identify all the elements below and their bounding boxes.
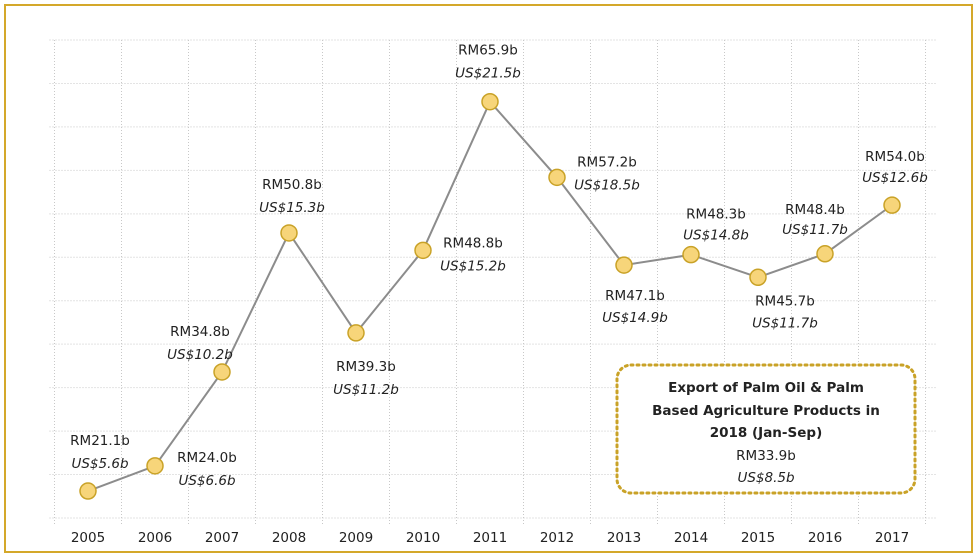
data-label-usd: US$6.6b — [178, 473, 235, 489]
marker — [213, 363, 231, 381]
data-label: RM48.8b — [443, 235, 503, 251]
data-label-usd: US$21.5b — [455, 66, 521, 82]
data-label: RM50.8b — [262, 177, 322, 193]
data-label: RM54.0b — [865, 149, 925, 165]
x-tick-label: 2006 — [138, 530, 172, 546]
annotation-usd: US$8.5b — [737, 470, 794, 486]
data-label-usd: US$11.7b — [752, 315, 818, 331]
data-label-usd: US$14.8b — [683, 228, 749, 244]
marker — [146, 457, 164, 475]
annotation-title: Based Agriculture Products in — [652, 403, 880, 419]
data-label-usd: US$15.3b — [259, 200, 325, 216]
data-label-usd: US$11.7b — [782, 222, 848, 238]
annotation-box — [615, 363, 917, 495]
marker — [615, 256, 633, 274]
marker — [749, 268, 767, 287]
marker — [883, 196, 901, 214]
x-tick-label: 2009 — [339, 530, 373, 546]
annotation-title: Export of Palm Oil & Palm — [668, 380, 864, 396]
marker — [280, 224, 298, 242]
data-label-usd: US$14.9b — [602, 310, 668, 326]
marker — [79, 482, 97, 500]
data-label-usd: US$12.6b — [862, 170, 928, 186]
data-label-usd: US$18.5b — [574, 177, 640, 193]
x-tick-label: 2008 — [272, 530, 306, 546]
data-label: RM45.7b — [755, 293, 815, 309]
data-label: RM48.3b — [686, 207, 746, 223]
data-label: RM39.3b — [336, 359, 396, 375]
marker — [481, 92, 499, 111]
data-label: RM47.1b — [605, 288, 665, 304]
marker — [414, 241, 432, 260]
frame — [4, 4, 973, 553]
x-tick-label: 2017 — [875, 530, 909, 546]
marker — [548, 168, 566, 187]
x-tick-label: 2005 — [71, 530, 105, 546]
x-tick-label: 2013 — [607, 530, 641, 546]
data-label: RM57.2b — [577, 154, 637, 170]
data-label: RM24.0b — [177, 450, 237, 466]
x-tick-label: 2010 — [406, 530, 440, 546]
annotation-rm: RM33.9b — [736, 448, 796, 464]
x-tick-label: 2007 — [205, 530, 239, 546]
x-tick-label: 2015 — [741, 530, 775, 546]
x-tick-label: 2011 — [473, 530, 507, 546]
data-label: RM65.9b — [458, 43, 518, 59]
x-tick-label: 2016 — [808, 530, 842, 546]
data-label-usd: US$15.2b — [440, 258, 506, 274]
marker — [816, 245, 834, 263]
x-tick-label: 2012 — [540, 530, 574, 546]
data-label: RM48.4b — [785, 202, 845, 218]
data-label-usd: US$5.6b — [71, 456, 128, 472]
marker — [682, 245, 700, 264]
data-label: RM34.8b — [170, 324, 230, 340]
marker — [347, 324, 365, 342]
data-label: RM21.1b — [70, 433, 130, 449]
data-label-usd: US$11.2b — [333, 382, 399, 398]
x-tick-label: 2014 — [674, 530, 708, 546]
annotation-title: 2018 (Jan-Sep) — [710, 425, 823, 441]
data-label-usd: US$10.2b — [167, 347, 233, 363]
